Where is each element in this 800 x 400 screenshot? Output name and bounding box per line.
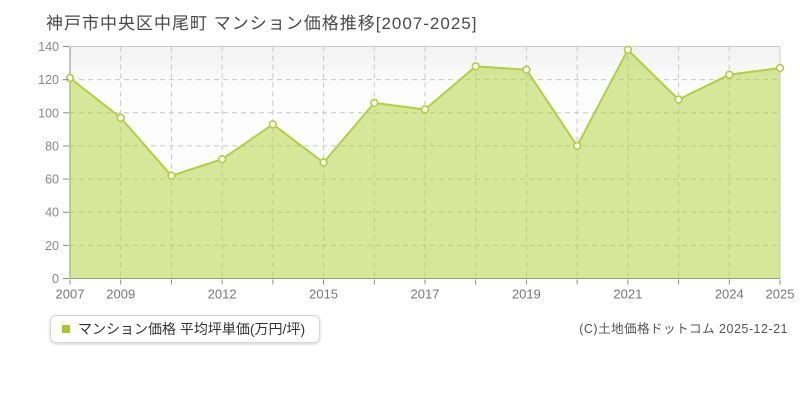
data-point <box>420 105 430 114</box>
x-tick-label: 2021 <box>613 287 642 302</box>
data-point <box>471 62 480 71</box>
x-tick-label: 2009 <box>106 287 135 302</box>
data-point <box>775 63 785 73</box>
price-trend-chart: 0 20 40 60 80 100 120 140 2007 2009 2012 2015 2017 20… <box>38 40 795 302</box>
chart-title: 神戸市中央区中尾町 マンション価格推移[2007-2025] <box>46 14 478 33</box>
y-tick-label: 20 <box>45 239 59 253</box>
data-point <box>116 113 125 122</box>
data-point <box>319 158 328 167</box>
y-tick-label: 80 <box>45 139 59 153</box>
copyright-text: (C)土地価格ドットコム 2025-12-21 <box>579 322 788 336</box>
y-tick-label: 120 <box>38 73 59 87</box>
x-tick-label: 2015 <box>309 287 338 302</box>
legend-label: マンション価格 平均坪単価(万円/坪) <box>78 321 306 337</box>
x-tick-label: 2019 <box>512 287 541 302</box>
x-tick-label: 2007 <box>56 287 85 302</box>
data-point <box>268 120 278 129</box>
series-area <box>70 49 780 279</box>
x-tick-label: 2017 <box>411 287 440 302</box>
data-point <box>217 154 227 164</box>
y-tick-label: 0 <box>52 272 59 286</box>
y-tick-label: 60 <box>45 173 59 187</box>
y-tick-label: 140 <box>38 40 59 54</box>
data-point <box>167 171 176 180</box>
data-point <box>572 141 582 151</box>
legend: マンション価格 平均坪単価(万円/坪) <box>50 315 321 343</box>
data-point <box>370 98 379 108</box>
data-point <box>522 65 531 74</box>
x-tick-label: 2024 <box>715 287 744 302</box>
series-marker-icon <box>62 325 70 333</box>
y-tick-label: 100 <box>38 106 59 120</box>
data-point <box>623 45 633 55</box>
x-tick-label: 2012 <box>208 287 237 302</box>
data-point <box>725 70 734 79</box>
data-point <box>65 73 75 83</box>
y-tick-label: 40 <box>45 206 59 220</box>
x-tick-label: 2025 <box>766 287 795 302</box>
data-point <box>674 95 683 104</box>
